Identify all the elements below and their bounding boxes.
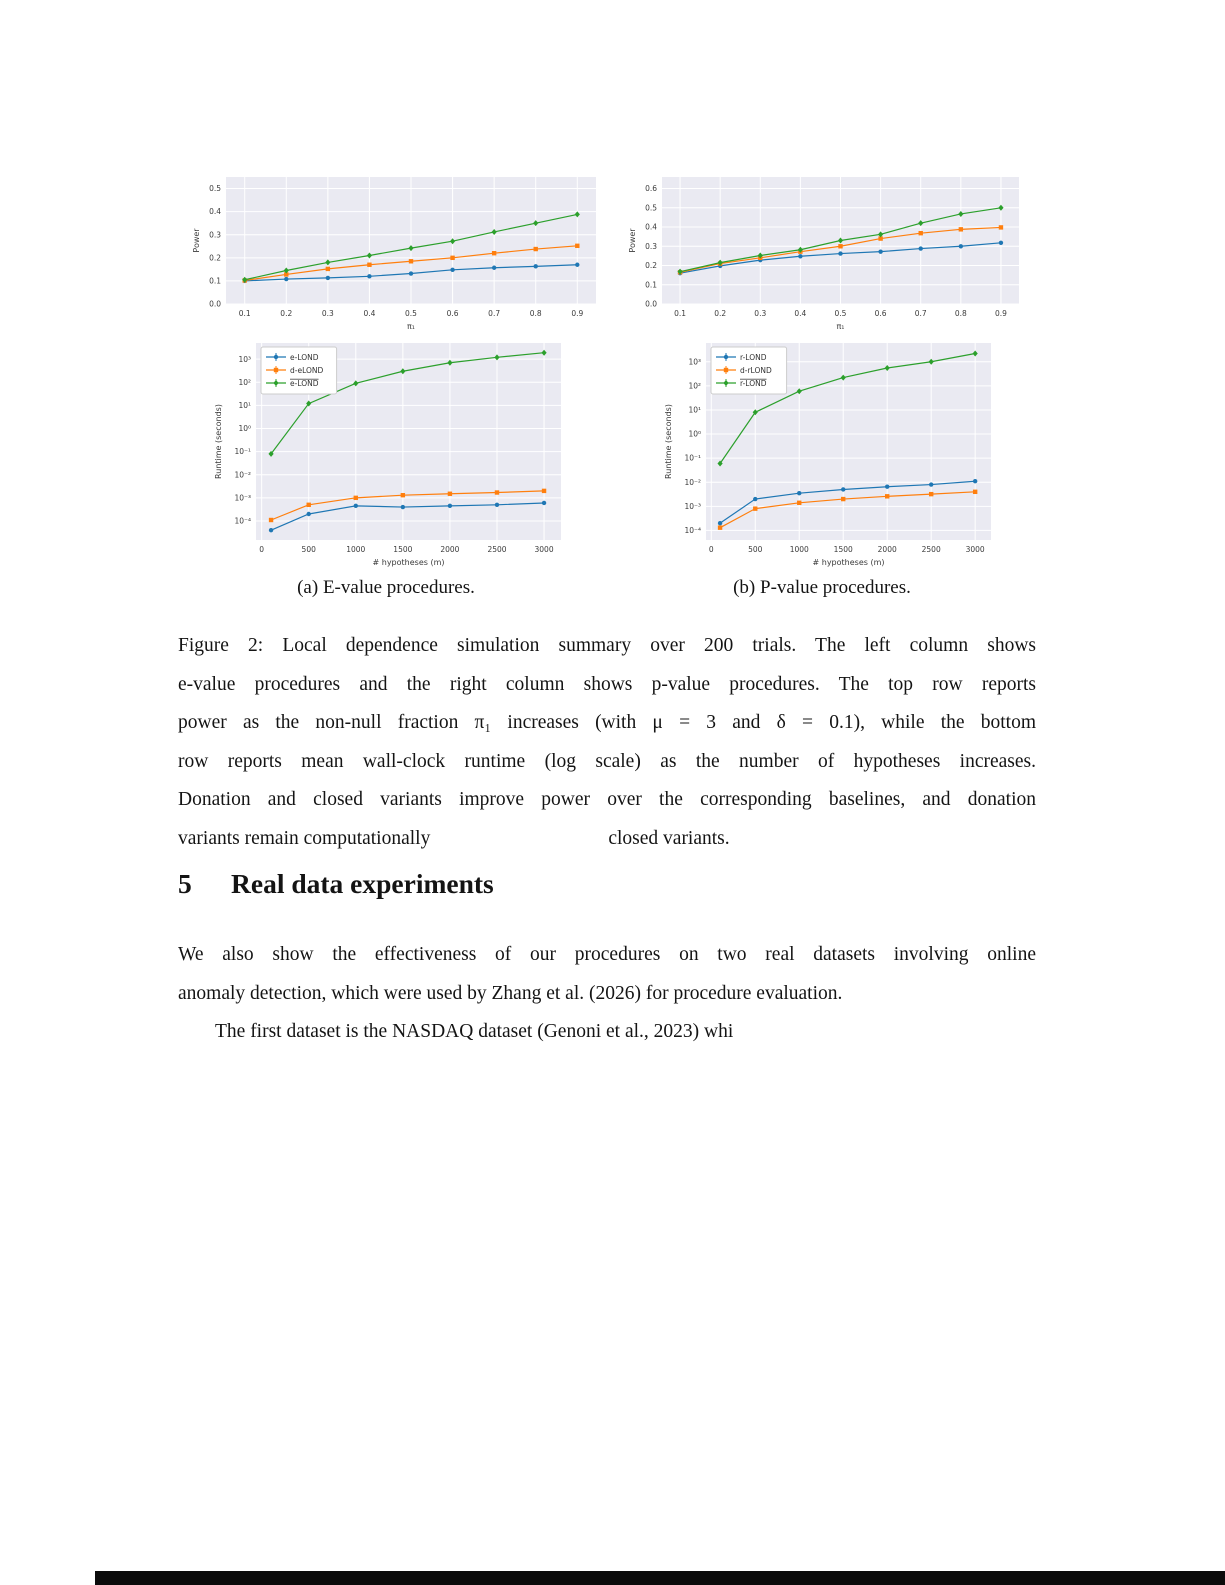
power-chart-evalue: 0.1 0.2 0.3 0.4 0.5 0.6 0.7 0.8 0.9 0.0 0.1 0.2 0.3 0… xyxy=(188,170,603,332)
svg-text:0.4: 0.4 xyxy=(645,223,657,232)
svg-text:# hypotheses (m): # hypotheses (m) xyxy=(373,558,445,567)
svg-text:0.6: 0.6 xyxy=(447,309,459,318)
section-heading: 5 Real data experiments xyxy=(178,868,494,900)
svg-text:10⁻²: 10⁻² xyxy=(684,478,701,487)
caption-line: Figure 2: Local dependence simulation su… xyxy=(178,635,1036,656)
svg-text:10³: 10³ xyxy=(238,355,251,364)
caption-last-right: closed variants. xyxy=(608,827,730,849)
svg-text:Power: Power xyxy=(192,228,201,253)
svg-text:10⁻⁴: 10⁻⁴ xyxy=(684,526,701,535)
svg-text:0.3: 0.3 xyxy=(754,309,766,318)
svg-text:10³: 10³ xyxy=(688,357,701,366)
svg-text:2000: 2000 xyxy=(878,545,897,554)
caption-line: e-value procedures and the right column … xyxy=(178,673,1036,695)
svg-text:10²: 10² xyxy=(688,381,701,390)
svg-text:Runtime (seconds): Runtime (seconds) xyxy=(664,404,673,479)
svg-text:1500: 1500 xyxy=(834,545,853,554)
svg-text:10⁻⁴: 10⁻⁴ xyxy=(234,517,251,526)
svg-text:# hypotheses (m): # hypotheses (m) xyxy=(813,558,885,567)
svg-text:0.3: 0.3 xyxy=(322,309,334,318)
svg-text:d-rLOND: d-rLOND xyxy=(740,366,772,375)
svg-text:0.5: 0.5 xyxy=(209,184,221,193)
svg-text:3000: 3000 xyxy=(535,545,554,554)
runtime-chart-pvalue: 0 500 1000 1500 2000 2500 3000 10⁻⁴ 10⁻³ 10⁻² 10⁻¹… xyxy=(660,336,998,568)
svg-text:10⁻³: 10⁻³ xyxy=(234,493,251,502)
svg-text:10⁻³: 10⁻³ xyxy=(684,502,701,511)
subcaption-b: (b) P-value procedures. xyxy=(733,577,911,598)
svg-text:0.7: 0.7 xyxy=(488,309,500,318)
svg-text:π₁: π₁ xyxy=(407,322,415,331)
svg-text:10⁻²: 10⁻² xyxy=(234,470,251,479)
svg-text:0.2: 0.2 xyxy=(209,253,221,262)
svg-text:0.5: 0.5 xyxy=(835,309,847,318)
svg-text:0.0: 0.0 xyxy=(209,300,221,309)
svg-text:1500: 1500 xyxy=(393,545,412,554)
caption-last-left: variants remain computationally xyxy=(178,827,431,849)
svg-text:0.2: 0.2 xyxy=(645,261,657,270)
svg-text:0.3: 0.3 xyxy=(209,230,221,239)
svg-text:e-LOND: e-LOND xyxy=(290,379,319,388)
svg-text:0.1: 0.1 xyxy=(209,277,221,286)
svg-text:2500: 2500 xyxy=(487,545,506,554)
svg-text:500: 500 xyxy=(302,545,317,554)
svg-text:0.5: 0.5 xyxy=(645,203,657,212)
svg-text:0.1: 0.1 xyxy=(239,309,251,318)
subcaption-a: (a) E-value procedures. xyxy=(297,577,475,598)
svg-text:10¹: 10¹ xyxy=(688,406,701,415)
svg-text:10⁰: 10⁰ xyxy=(688,430,701,439)
svg-text:0.3: 0.3 xyxy=(645,242,657,251)
figure-caption: Figure 2: Local dependence simulation su… xyxy=(178,627,1036,859)
svg-text:0.0: 0.0 xyxy=(645,300,657,309)
svg-text:0.9: 0.9 xyxy=(571,309,583,318)
svg-text:0.6: 0.6 xyxy=(645,184,657,193)
svg-text:0.7: 0.7 xyxy=(915,309,927,318)
svg-text:2500: 2500 xyxy=(922,545,941,554)
svg-text:0: 0 xyxy=(709,545,714,554)
svg-text:Power: Power xyxy=(628,228,637,253)
svg-text:10¹: 10¹ xyxy=(238,401,251,410)
caption-line: row reports mean wall-clock runtime (log… xyxy=(178,750,1036,772)
svg-text:0.8: 0.8 xyxy=(530,309,542,318)
svg-text:0.1: 0.1 xyxy=(645,280,657,289)
svg-text:0.4: 0.4 xyxy=(209,207,221,216)
body-paragraphs: We also show the effectiveness of our pr… xyxy=(178,936,1036,1052)
svg-text:0: 0 xyxy=(259,545,264,554)
svg-text:10⁻¹: 10⁻¹ xyxy=(234,447,251,456)
section-number: 5 xyxy=(178,868,192,899)
svg-text:500: 500 xyxy=(748,545,763,554)
svg-text:0.6: 0.6 xyxy=(875,309,887,318)
svg-text:d-eLOND: d-eLOND xyxy=(290,366,324,375)
svg-text:0.1: 0.1 xyxy=(674,309,686,318)
section-title: Real data experiments xyxy=(231,868,494,899)
svg-text:r-LOND: r-LOND xyxy=(740,353,767,362)
svg-text:2000: 2000 xyxy=(440,545,459,554)
power-chart-pvalue: 0.1 0.2 0.3 0.4 0.5 0.6 0.7 0.8 0.9 0.0 0.1 0.2 0.3 0… xyxy=(624,170,1026,332)
svg-text:0.9: 0.9 xyxy=(995,309,1007,318)
runtime-chart-evalue: 0 500 1000 1500 2000 2500 3000 10⁻⁴ 10⁻³ 10⁻² 10⁻¹… xyxy=(210,336,568,568)
caption-line-last: variants remain computationally closed va… xyxy=(178,820,1036,859)
svg-text:Runtime (seconds): Runtime (seconds) xyxy=(214,404,223,479)
svg-text:π₁: π₁ xyxy=(836,322,844,331)
svg-text:10⁰: 10⁰ xyxy=(238,424,251,433)
svg-text:10²: 10² xyxy=(238,378,251,387)
bottom-black-bar xyxy=(95,1571,1225,1585)
svg-text:0.2: 0.2 xyxy=(714,309,726,318)
body-line: The first dataset is the NASDAQ dataset … xyxy=(215,1021,734,1043)
svg-text:0.5: 0.5 xyxy=(405,309,417,318)
body-line: We also show the effectiveness of our pr… xyxy=(178,944,1036,965)
caption-line: power as the non-null fraction π₁ increa… xyxy=(178,712,1036,734)
svg-text:0.2: 0.2 xyxy=(280,309,292,318)
svg-text:1000: 1000 xyxy=(790,545,809,554)
caption-line: Donation and closed variants improve pow… xyxy=(178,789,1036,811)
svg-text:10⁻¹: 10⁻¹ xyxy=(684,454,701,463)
svg-text:e-LOND: e-LOND xyxy=(290,353,319,362)
svg-text:1000: 1000 xyxy=(346,545,365,554)
svg-text:0.4: 0.4 xyxy=(363,309,375,318)
svg-text:r-LOND: r-LOND xyxy=(740,379,767,388)
svg-text:0.8: 0.8 xyxy=(955,309,967,318)
body-line: anomaly detection, which were used by Zh… xyxy=(178,982,843,1004)
svg-text:0.4: 0.4 xyxy=(794,309,806,318)
svg-text:3000: 3000 xyxy=(966,545,985,554)
